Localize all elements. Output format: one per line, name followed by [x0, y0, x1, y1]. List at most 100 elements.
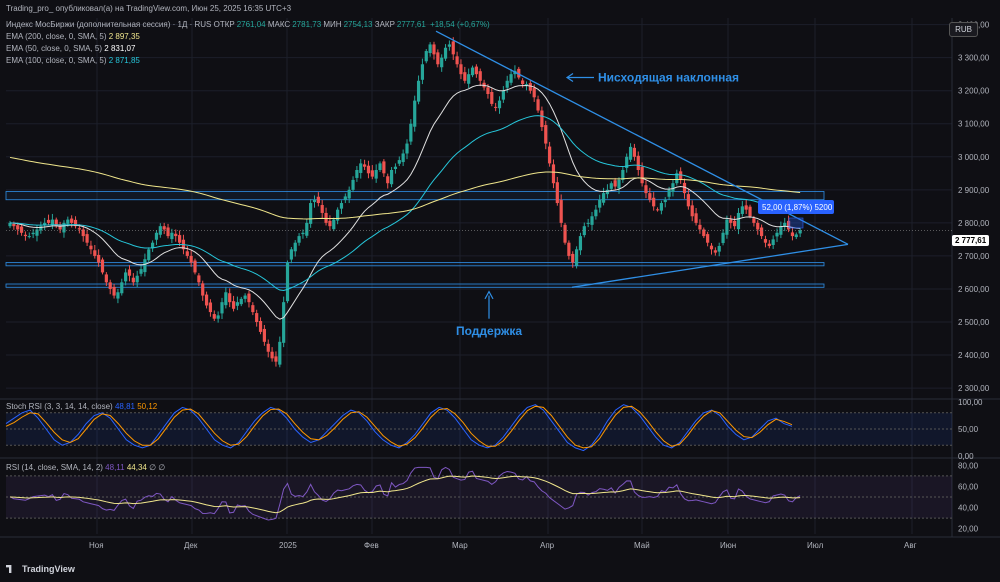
- candle-body: [524, 84, 529, 86]
- tradingview-logo[interactable]: TradingView: [6, 564, 75, 574]
- candle-body: [143, 259, 147, 273]
- candle-body: [613, 180, 617, 187]
- ema100-legend[interactable]: EMA (100, close, 0, SMA, 5) 2 871,85: [6, 56, 140, 66]
- candle-body: [416, 80, 421, 102]
- candle-body: [332, 219, 336, 230]
- candle-body: [478, 71, 482, 81]
- open-label: ОТКР: [213, 20, 235, 29]
- candle-body: [251, 305, 255, 313]
- candle-body: [420, 64, 425, 80]
- time-tick: 2025: [279, 541, 297, 550]
- candle-body: [351, 179, 355, 190]
- candle-body: [104, 274, 108, 283]
- candle-body: [312, 199, 317, 203]
- ascending-trendline: [571, 243, 849, 288]
- candle-body: [798, 230, 802, 234]
- arrow-up-head: [484, 290, 494, 300]
- rsi-legend[interactable]: RSI (14, close, SMA, 14, 2) 48,11 44,34 …: [6, 463, 165, 473]
- candle-body: [309, 203, 313, 224]
- candle-body: [736, 212, 741, 230]
- candle-body: [108, 282, 112, 289]
- candle-body: [316, 196, 320, 204]
- candle-body: [305, 222, 309, 236]
- candle-body: [147, 249, 151, 261]
- candle-body: [166, 227, 170, 237]
- high-value: 2781,73: [292, 20, 322, 29]
- rsi-line: [9, 466, 801, 521]
- candle-body: [301, 232, 305, 235]
- candle-body: [100, 259, 105, 273]
- candle-body: [197, 275, 201, 283]
- candle-body: [786, 220, 791, 230]
- candle-body: [170, 232, 174, 240]
- candle-body: [278, 341, 282, 365]
- candle-body: [401, 153, 405, 163]
- stoch-legend[interactable]: Stoch RSI (3, 3, 14, 14, close) 48,81 50…: [6, 402, 157, 412]
- measure-box: [758, 200, 834, 214]
- candle-body: [336, 209, 340, 221]
- price-tick: 3 200,00: [958, 87, 990, 96]
- candle-body: [285, 262, 290, 302]
- candle-body: [733, 220, 737, 227]
- rsi-tick: 20,00: [958, 525, 979, 534]
- ema50-legend[interactable]: EMA (50, close, 0, SMA, 5) 2 831,07: [6, 44, 135, 54]
- candle-body: [46, 219, 51, 223]
- time-tick: Авг: [904, 541, 917, 550]
- time-tick: Фев: [364, 541, 379, 550]
- candle-body: [794, 234, 798, 238]
- candle-body: [366, 165, 371, 174]
- currency-button[interactable]: RUB: [949, 22, 978, 37]
- candle-body: [274, 356, 278, 362]
- candle-body: [675, 173, 679, 184]
- candle-body: [578, 236, 583, 251]
- ema200-legend[interactable]: EMA (200, close, 0, SMA, 5) 2 897,35: [6, 32, 140, 42]
- candle-body: [131, 277, 135, 283]
- candle-body: [43, 222, 47, 226]
- ema200-value: 2 897,35: [108, 32, 140, 41]
- candle-body: [729, 219, 733, 223]
- candle-body: [266, 343, 270, 352]
- ema50-label: EMA (50, close, 0, SMA, 5): [6, 44, 103, 53]
- price-tick: 2 600,00: [958, 285, 990, 294]
- candle-body: [717, 246, 721, 252]
- candle-body: [771, 239, 775, 246]
- candle-body: [62, 222, 66, 233]
- ema200-label: EMA (200, close, 0, SMA, 5): [6, 32, 107, 41]
- stoch-k-line: [5, 404, 793, 452]
- candle-body: [790, 232, 795, 237]
- candle-body: [494, 106, 498, 108]
- candle-body: [174, 233, 178, 237]
- price-tick: 2 400,00: [958, 351, 990, 360]
- candle-body: [455, 56, 459, 65]
- price-tick: 3 000,00: [958, 153, 990, 162]
- candle-body: [31, 232, 35, 235]
- support-zone: [5, 191, 825, 201]
- arrow-left-head: [565, 72, 574, 82]
- candle-body: [698, 224, 702, 230]
- stoch-d-line: [5, 405, 793, 449]
- candle-body: [628, 146, 633, 160]
- candle-body: [459, 64, 463, 75]
- candle-body: [386, 176, 390, 184]
- candle-body: [397, 160, 401, 164]
- publisher-text: Trading_pro_ опубликовал(а) на TradingVi…: [6, 4, 292, 13]
- candle-body: [73, 219, 78, 227]
- price-tick: 2 500,00: [958, 318, 990, 327]
- candle-body: [632, 147, 637, 157]
- candle-body: [659, 203, 663, 211]
- candle-body: [594, 209, 598, 217]
- candle-body: [405, 143, 409, 154]
- support-annotation: Поддержка: [456, 324, 522, 338]
- candle-body: [324, 212, 328, 223]
- candle-body: [598, 199, 602, 208]
- candle-body: [243, 295, 247, 299]
- candle-body: [586, 222, 590, 224]
- time-tick: Июл: [807, 541, 824, 550]
- candle-body: [548, 146, 552, 164]
- grid-lines: [6, 18, 952, 534]
- candle-body: [35, 229, 39, 236]
- change-value: +18,54 (+0,67%): [430, 20, 490, 29]
- candle-body: [582, 226, 586, 236]
